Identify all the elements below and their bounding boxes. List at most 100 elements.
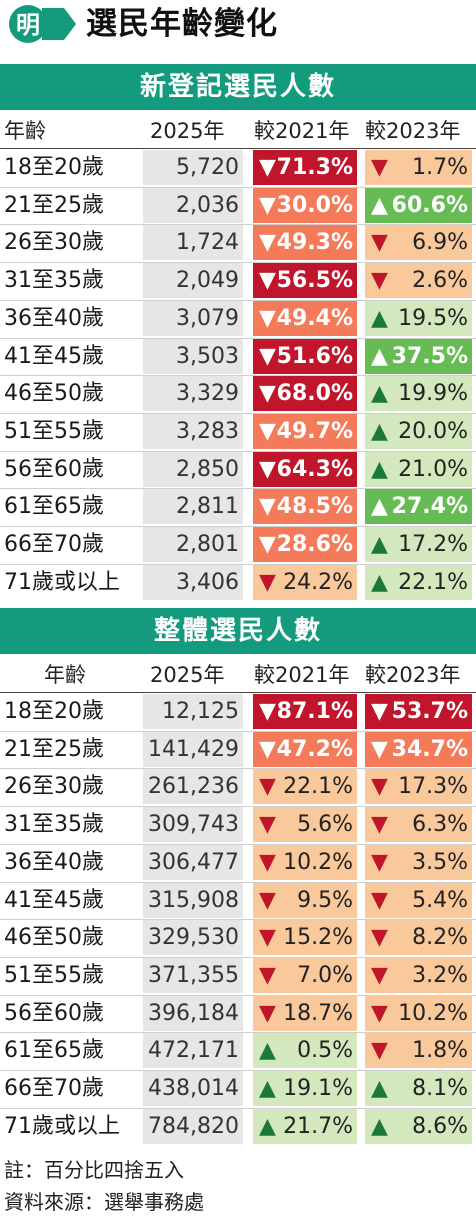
arrow-down-icon: ▼ xyxy=(371,887,388,913)
arrow-down-icon: ▼ xyxy=(371,812,388,838)
arrow-down-icon: ▼ xyxy=(259,192,276,218)
arrow-down-icon: ▼ xyxy=(259,305,276,331)
change-vs-2023-cell: ▼ 2.6% xyxy=(365,263,472,300)
count-2025-cell: 315,908 xyxy=(143,882,243,919)
table-row: 26至30歲 1,724 ▼ 49.3% ▼ 6.9% xyxy=(0,225,476,262)
row-divider xyxy=(0,412,476,414)
arrow-up-icon: ▲ xyxy=(259,1113,276,1139)
age-group-label: 26至30歲 xyxy=(4,774,104,800)
arrow-down-icon: ▼ xyxy=(259,456,276,482)
change-vs-2021-cell: ▲ 21.7% xyxy=(253,1108,357,1145)
change-vs-2021-cell: ▼ 71.3% xyxy=(253,150,357,186)
change-vs-2021-cell: ▼ 5.6% xyxy=(253,807,357,844)
change-value: 8.6% xyxy=(412,1113,468,1139)
change-value: 34.7% xyxy=(391,736,468,762)
count-2025-cell: 306,477 xyxy=(143,844,243,881)
arrow-down-icon: ▼ xyxy=(371,736,388,762)
arrow-up-icon: ▲ xyxy=(371,418,388,444)
table-row: 36至40歲 306,477 ▼ 10.2% ▼ 3.5% xyxy=(0,844,476,881)
table-row: 46至50歲 329,530 ▼ 15.2% ▼ 8.2% xyxy=(0,920,476,957)
count-2025-cell: 3,406 xyxy=(143,564,243,601)
column-header-all-voters: 年齡 2025年 較2021年 較2023年 xyxy=(0,658,476,692)
change-value: 19.1% xyxy=(283,1076,353,1101)
change-value: 10.2% xyxy=(398,1000,468,1026)
count-2025-cell: 3,283 xyxy=(143,413,243,450)
count-2025-cell: 2,811 xyxy=(143,489,243,526)
arrow-down-icon: ▼ xyxy=(259,532,276,557)
change-value: 10.2% xyxy=(283,849,353,875)
table-row: 46至50歲 3,329 ▼ 68.0% ▲ 19.9% xyxy=(0,376,476,413)
change-value: 51.6% xyxy=(276,343,353,369)
age-group-label: 61至65歲 xyxy=(4,1038,104,1064)
change-value: 22.1% xyxy=(398,569,468,595)
row-divider xyxy=(0,730,476,732)
row-divider xyxy=(0,1070,476,1071)
row-divider xyxy=(0,262,476,264)
change-vs-2021-cell: ▼ 51.6% xyxy=(253,338,357,375)
arrow-down-icon: ▼ xyxy=(259,1000,276,1026)
header-rule xyxy=(0,692,476,693)
change-vs-2023-cell: ▲ 20.0% xyxy=(365,413,472,450)
change-value: 49.4% xyxy=(276,305,353,331)
count-2025-cell: 2,049 xyxy=(143,263,243,300)
new-voters-table-body: 18至20歲 5,720 ▼ 71.3% ▼ 1.7% 21至25歲 2,036 ▼ 30.0% ▲… xyxy=(0,150,476,602)
change-vs-2021-cell: ▼ 15.2% xyxy=(253,920,357,957)
arrow-down-icon: ▼ xyxy=(371,925,388,951)
change-value: 3.5% xyxy=(412,849,468,875)
col-vs2023-label: 較2023年 xyxy=(365,663,461,687)
change-vs-2023-cell: ▼ 1.7% xyxy=(365,150,472,186)
count-2025-cell: 261,236 xyxy=(143,769,243,806)
arrow-up-icon: ▲ xyxy=(371,1113,388,1139)
age-group-label: 21至25歲 xyxy=(4,192,104,218)
col-vs2021-label: 較2021年 xyxy=(254,663,350,687)
change-value: 87.1% xyxy=(276,699,353,724)
table-row: 18至20歲 5,720 ▼ 71.3% ▼ 1.7% xyxy=(0,150,476,186)
change-vs-2023-cell: ▲ 22.1% xyxy=(365,564,472,601)
age-group-label: 66至70歲 xyxy=(4,532,104,557)
change-vs-2023-cell: ▲ 19.9% xyxy=(365,376,472,413)
age-group-label: 36至40歲 xyxy=(4,849,104,875)
arrow-down-icon: ▼ xyxy=(259,418,276,444)
count-2025-cell: 3,079 xyxy=(143,300,243,337)
header-rule xyxy=(0,148,476,149)
col-age-label: 年齡 xyxy=(44,663,86,687)
arrow-down-icon: ▼ xyxy=(259,494,276,520)
change-vs-2021-cell: ▲ 19.1% xyxy=(253,1071,357,1107)
change-vs-2021-cell: ▼ 10.2% xyxy=(253,844,357,881)
section-title-new-voters: 新登記選民人數 xyxy=(0,64,476,110)
age-group-label: 18至20歲 xyxy=(4,155,104,180)
change-vs-2021-cell: ▼ 24.2% xyxy=(253,564,357,601)
age-group-label: 71歲或以上 xyxy=(4,569,120,595)
change-value: 49.3% xyxy=(276,230,353,256)
count-2025-cell: 472,171 xyxy=(143,1033,243,1070)
header: 明 選民年齡變化 xyxy=(0,0,476,50)
arrow-down-icon: ▼ xyxy=(371,774,388,800)
col-2025-label: 2025年 xyxy=(150,663,225,687)
count-2025-cell: 396,184 xyxy=(143,995,243,1032)
table-row: 18至20歲 12,125 ▼ 87.1% ▼ 53.7% xyxy=(0,694,476,730)
page-title: 選民年齡變化 xyxy=(86,6,278,42)
source-note: 資料來源：選舉事務處 xyxy=(4,1190,204,1214)
change-vs-2021-cell: ▼ 87.1% xyxy=(253,694,357,730)
arrow-down-icon: ▼ xyxy=(259,925,276,951)
row-divider xyxy=(0,806,476,808)
change-vs-2023-cell: ▼ 6.9% xyxy=(365,225,472,262)
arrow-down-icon: ▼ xyxy=(371,1038,388,1064)
arrow-down-icon: ▼ xyxy=(259,962,276,988)
change-value: 60.6% xyxy=(391,192,468,218)
arrow-up-icon: ▲ xyxy=(371,1076,388,1101)
arrow-up-icon: ▲ xyxy=(371,494,388,520)
change-vs-2023-cell: ▼ 5.4% xyxy=(365,882,472,919)
arrow-up-icon: ▲ xyxy=(371,456,388,482)
arrow-down-icon: ▼ xyxy=(259,381,276,407)
change-vs-2021-cell: ▼ 48.5% xyxy=(253,489,357,526)
change-value: 5.6% xyxy=(297,812,353,838)
change-vs-2023-cell: ▲ 60.6% xyxy=(365,187,472,224)
row-divider xyxy=(0,1107,476,1109)
count-2025-cell: 3,329 xyxy=(143,376,243,413)
count-2025-cell: 141,429 xyxy=(143,731,243,768)
table-row: 41至45歲 315,908 ▼ 9.5% ▼ 5.4% xyxy=(0,882,476,919)
change-vs-2021-cell: ▼ 47.2% xyxy=(253,731,357,768)
arrow-up-icon: ▲ xyxy=(371,192,388,218)
change-value: 49.7% xyxy=(276,418,353,444)
